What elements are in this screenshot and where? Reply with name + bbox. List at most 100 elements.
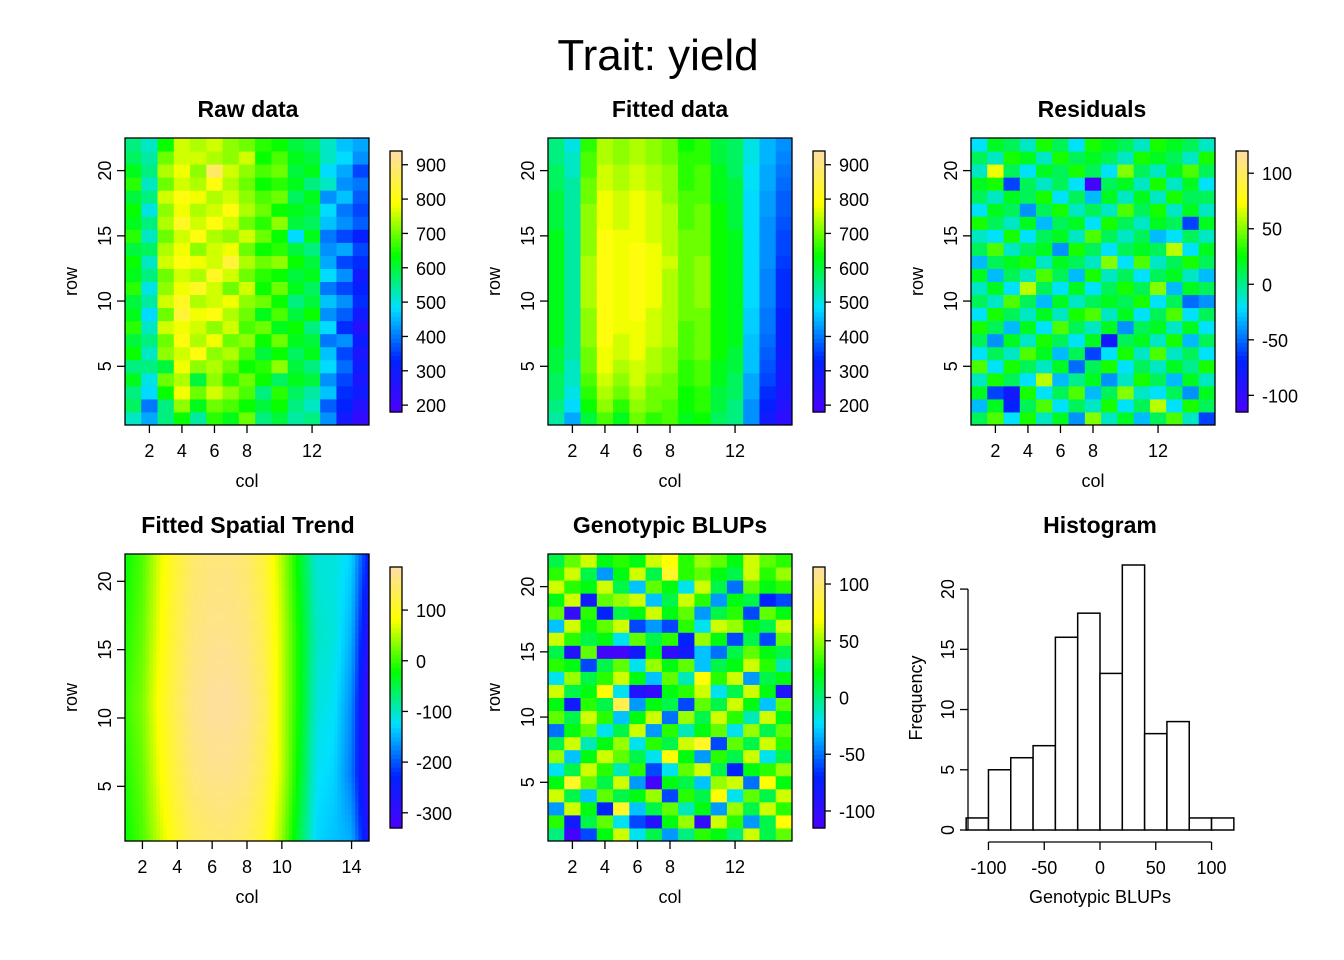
surface-cell xyxy=(187,554,192,562)
heatmap-cell xyxy=(1101,177,1118,191)
surface-cell xyxy=(226,560,231,568)
surface-cell xyxy=(177,788,182,796)
heatmap-cell xyxy=(255,359,272,374)
surface-cell xyxy=(337,619,342,627)
colorbar-swatch xyxy=(390,390,402,396)
surface-cell xyxy=(302,606,307,614)
surface-cell xyxy=(233,567,238,575)
surface-cell xyxy=(177,749,182,757)
heatmap-cell xyxy=(125,177,142,191)
surface-cell xyxy=(212,586,217,594)
heatmap-cell xyxy=(645,151,663,165)
heatmap-cell xyxy=(157,372,175,387)
surface-cell xyxy=(243,593,248,601)
surface-cell xyxy=(201,801,206,809)
colorbar-tick-label: 100 xyxy=(416,601,446,621)
surface-cell xyxy=(281,580,286,588)
surface-cell xyxy=(135,710,140,718)
heatmap-cell xyxy=(971,177,988,191)
surface-cell xyxy=(184,827,189,836)
surface-cell xyxy=(135,717,140,725)
colorbar-swatch xyxy=(813,567,825,572)
surface-cell xyxy=(313,586,318,594)
heatmap-cell xyxy=(775,580,793,594)
heatmap-cell xyxy=(548,216,565,230)
surface-cell xyxy=(281,749,286,757)
surface-cell xyxy=(351,625,356,633)
surface-cell xyxy=(219,788,224,796)
surface-cell xyxy=(138,730,144,738)
surface-cell xyxy=(229,664,234,673)
heatmap-cell xyxy=(678,658,695,672)
surface-cell xyxy=(236,664,241,673)
surface-cell xyxy=(288,775,293,783)
surface-cell xyxy=(306,749,311,757)
heatmap-cell xyxy=(303,294,321,309)
heatmap-cell xyxy=(564,229,582,243)
heatmap-cell xyxy=(1149,177,1167,191)
colorbar-swatch xyxy=(1236,285,1248,291)
surface-cell xyxy=(208,736,213,744)
surface-cell xyxy=(302,821,307,829)
surface-cell xyxy=(145,671,150,679)
surface-cell xyxy=(260,677,266,686)
heatmap-cell xyxy=(775,710,793,725)
surface-cell xyxy=(226,573,231,581)
surface-cell xyxy=(177,743,182,751)
heatmap-cell xyxy=(629,216,647,230)
heatmap-cell xyxy=(726,645,744,659)
colorbar-swatch xyxy=(390,407,402,413)
colorbar-swatch xyxy=(390,351,402,357)
heatmap-cell xyxy=(206,151,224,165)
heatmap-cell xyxy=(157,216,175,230)
surface-cell xyxy=(173,821,178,829)
surface-cell xyxy=(267,593,272,601)
heatmap-cell xyxy=(759,372,777,387)
surface-cell xyxy=(142,560,147,568)
surface-cell xyxy=(205,821,210,829)
surface-cell xyxy=(180,801,185,809)
surface-cell xyxy=(233,677,238,686)
surface-cell xyxy=(302,651,307,659)
colorbar-tick-label: 600 xyxy=(839,259,869,279)
surface-cell xyxy=(215,651,220,659)
surface-cell xyxy=(233,743,238,751)
surface-cell xyxy=(240,710,245,718)
surface-cell xyxy=(194,788,199,796)
heatmap-cell xyxy=(1052,177,1070,191)
surface-cell xyxy=(215,554,220,562)
heatmap-cell xyxy=(271,385,289,400)
surface-cell xyxy=(306,567,311,575)
surface-cell xyxy=(306,769,311,777)
surface-cell xyxy=(257,801,262,809)
surface-cell xyxy=(365,651,370,659)
y-tick-label: 20 xyxy=(95,571,115,591)
heatmap-cell xyxy=(320,398,337,413)
surface-cell xyxy=(156,821,161,829)
colorbar-swatch xyxy=(813,320,825,326)
surface-cell xyxy=(260,645,266,653)
heatmap-cell xyxy=(271,411,289,426)
heatmap-cell xyxy=(613,619,630,633)
surface-cell xyxy=(355,788,360,796)
colorbar-swatch xyxy=(813,194,825,200)
heatmap-cell xyxy=(613,710,630,725)
surface-cell xyxy=(128,730,133,738)
surface-cell xyxy=(358,684,363,692)
surface-cell xyxy=(313,710,318,718)
surface-cell xyxy=(142,704,147,712)
surface-cell xyxy=(222,769,227,777)
surface-cell xyxy=(306,827,311,836)
surface-cell xyxy=(125,573,130,581)
heatmap-cell xyxy=(1101,138,1118,152)
surface-cell xyxy=(337,554,342,562)
surface-cell xyxy=(365,801,370,809)
heatmap-cell xyxy=(710,697,728,712)
surface-cell xyxy=(163,606,168,614)
surface-cell xyxy=(299,808,304,816)
colorbar-swatch xyxy=(813,407,825,413)
surface-cell xyxy=(149,664,154,673)
heatmap-cell xyxy=(1166,177,1183,191)
surface-cell xyxy=(341,782,346,790)
heatmap-cell xyxy=(271,372,289,387)
